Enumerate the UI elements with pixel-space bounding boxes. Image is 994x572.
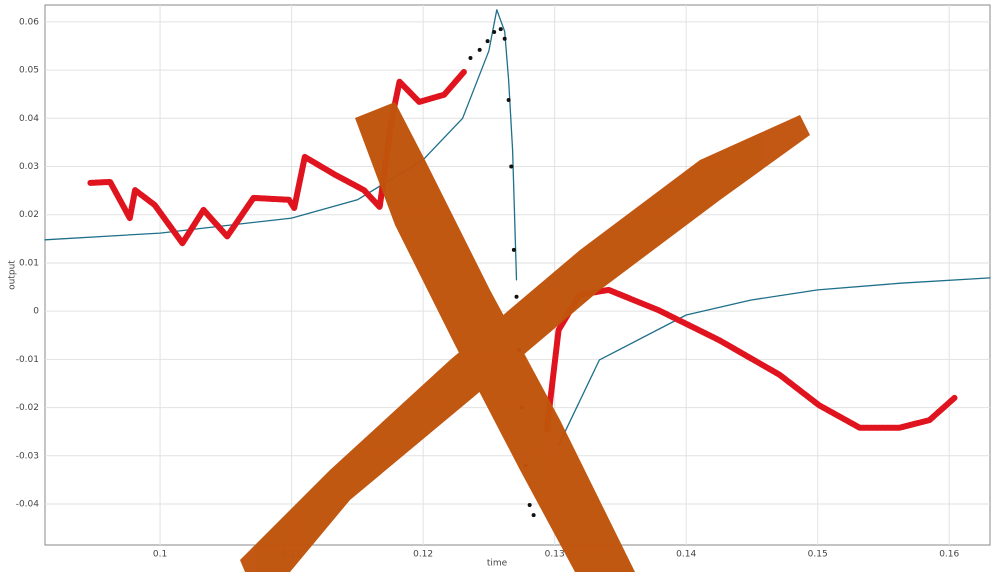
data-point <box>511 247 516 252</box>
data-point <box>498 27 503 32</box>
x-axis-label: time <box>487 559 508 569</box>
y-tick-label: 0.03 <box>19 162 39 172</box>
cross-stroke <box>240 115 810 572</box>
x-tick-label: 0.13 <box>545 550 565 560</box>
y-tick-label: 0.04 <box>19 114 39 124</box>
y-tick-label: 0.01 <box>19 258 39 268</box>
y-tick-label: 0 <box>33 307 39 317</box>
y-axis-label: output <box>8 260 18 290</box>
data-point <box>502 36 507 41</box>
data-point <box>492 30 497 34</box>
x-tick-label: 0.1 <box>153 550 167 560</box>
y-tick-label: -0.01 <box>16 355 39 365</box>
data-point <box>468 56 473 61</box>
data-point <box>477 47 482 52</box>
data-point <box>509 164 514 169</box>
x-tick-label: 0.14 <box>676 550 696 560</box>
data-point <box>527 502 532 507</box>
data-point <box>506 97 511 102</box>
overlay-cross <box>240 102 810 572</box>
y-tick-label: 0.06 <box>19 17 39 27</box>
y-tick-label: -0.04 <box>16 500 40 510</box>
x-tick-label: 0.15 <box>808 550 828 560</box>
y-tick-label: -0.02 <box>16 403 39 413</box>
y-tick-label: -0.03 <box>16 451 39 461</box>
data-point <box>485 39 490 44</box>
data-point <box>531 513 536 518</box>
x-tick-label: 0.12 <box>413 550 433 560</box>
x-tick-label: 0.16 <box>939 550 959 560</box>
model-curve <box>44 9 991 446</box>
data-point <box>514 294 519 299</box>
y-tick-label: 0.02 <box>19 210 39 220</box>
plot-layer: 0.06 0.05 0.04 0.03 0.02 0.01 0 -0.01 -0.02 -0.03… <box>16 5 991 560</box>
y-tick-label: 0.05 <box>19 66 39 76</box>
